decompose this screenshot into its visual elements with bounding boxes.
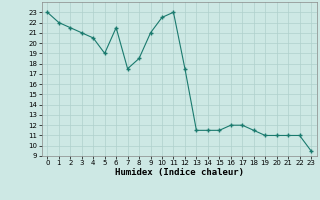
X-axis label: Humidex (Indice chaleur): Humidex (Indice chaleur): [115, 168, 244, 177]
